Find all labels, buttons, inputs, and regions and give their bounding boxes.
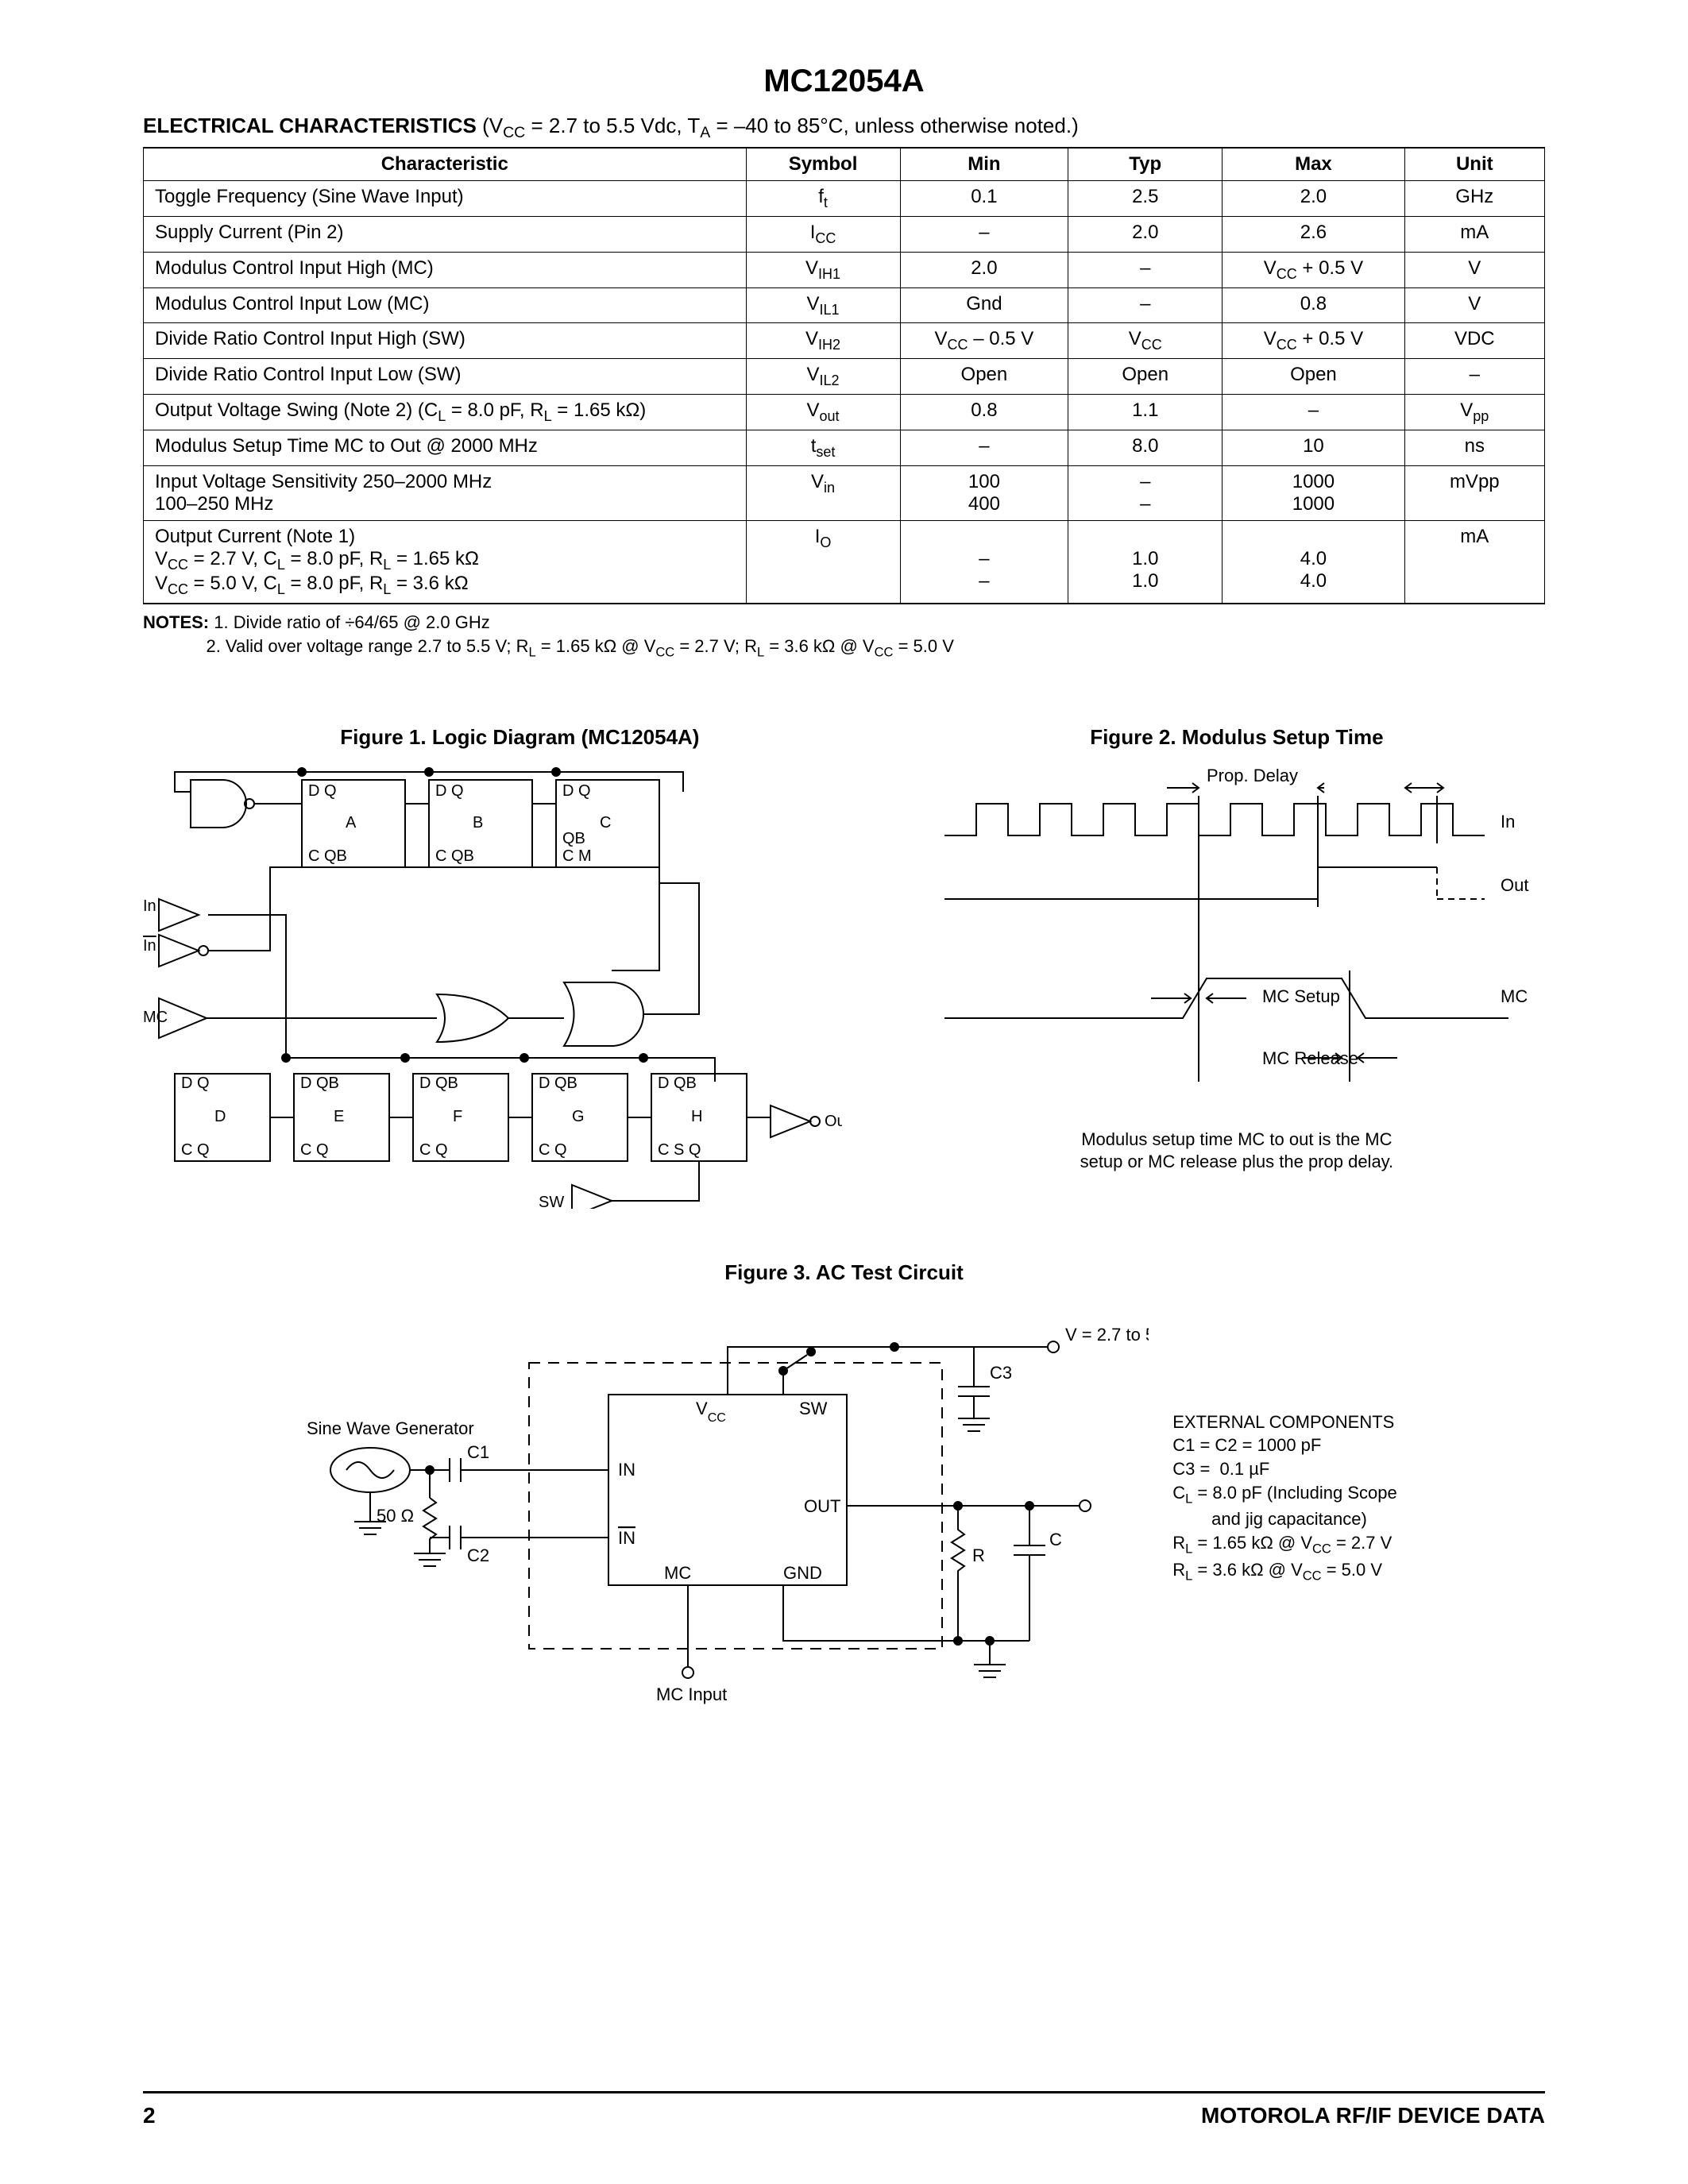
svg-text:D QB: D QB [539,1075,577,1092]
col-unit: Unit [1404,148,1544,181]
svg-text:MC: MC [143,1009,168,1026]
table-notes: NOTES: 1. Divide ratio of ÷64/65 @ 2.0 G… [143,611,1545,661]
svg-text:C2: C2 [467,1545,489,1565]
svg-text:C Q: C Q [419,1141,448,1159]
svg-text:C Q: C Q [300,1141,329,1159]
svg-text:C1: C1 [467,1442,489,1462]
svg-text:IN: IN [618,1460,635,1480]
svg-text:VCC: VCC [696,1399,726,1425]
electrical-characteristics-table: Characteristic Symbol Min Typ Max Unit T… [143,147,1545,604]
table-row: Output Current (Note 1) VCC = 2.7 V, CL … [144,520,1545,604]
external-components: EXTERNAL COMPONENTS C1 = C2 = 1000 pFC3 … [1172,1410,1397,1585]
svg-text:F: F [453,1108,462,1125]
table-row: Modulus Setup Time MC to Out @ 2000 MHzt… [144,430,1545,465]
svg-text:D QB: D QB [419,1075,458,1092]
svg-text:G: G [572,1108,585,1125]
svg-text:D QB: D QB [658,1075,697,1092]
svg-text:C QB: C QB [308,847,347,865]
col-typ: Typ [1068,148,1223,181]
figure2-timing-diagram: Prop. Delay In Out MC MC Setup MC Releas… [929,764,1532,1113]
svg-text:C M: C M [562,847,592,865]
col-symbol: Symbol [746,148,900,181]
svg-text:C QB: C QB [435,847,474,865]
svg-text:CL: CL [1049,1530,1062,1549]
svg-text:GND: GND [783,1563,822,1583]
table-row: Divide Ratio Control Input Low (SW)VIL2O… [144,359,1545,395]
page-footer: 2 MOTOROLA RF/IF DEVICE DATA [143,2091,1545,2128]
svg-text:SW: SW [799,1399,828,1418]
table-row: Toggle Frequency (Sine Wave Input)ft0.12… [144,181,1545,217]
svg-text:C Q: C Q [181,1141,210,1159]
figure3-title: Figure 3. AC Test Circuit [143,1260,1545,1285]
figure1-title: Figure 1. Logic Diagram (MC12054A) [143,725,897,750]
svg-text:In: In [1501,812,1515,832]
table-row: Divide Ratio Control Input High (SW)VIH2… [144,323,1545,359]
page-title: MC12054A [143,64,1545,99]
svg-text:H: H [691,1108,702,1125]
footer-text: MOTOROLA RF/IF DEVICE DATA [1201,2103,1545,2128]
figure3-test-circuit: VCC = 2.7 to 5.5 V Sine Wave Generator C… [291,1299,1149,1712]
svg-text:RL: RL [972,1545,985,1565]
svg-text:A: A [346,814,357,832]
svg-text:D QB: D QB [300,1075,339,1092]
col-max: Max [1223,148,1404,181]
svg-text:B: B [473,814,483,832]
svg-text:D Q: D Q [435,782,464,800]
svg-text:OUT: OUT [804,1496,840,1516]
svg-text:50 Ω: 50 Ω [377,1506,414,1526]
svg-text:MC: MC [1501,986,1528,1006]
figure1-logic-diagram: In In MC SW Out A B C D E F G H D Q C QB D Q C Q… [143,764,842,1209]
svg-text:D Q: D Q [181,1075,210,1092]
table-row: Input Voltage Sensitivity 250–2000 MHz 1… [144,465,1545,520]
svg-text:C S Q: C S Q [658,1141,701,1159]
col-characteristic: Characteristic [144,148,747,181]
table-row: Modulus Control Input High (MC)VIH12.0–V… [144,252,1545,287]
svg-text:C3: C3 [990,1363,1012,1383]
section-header: ELECTRICAL CHARACTERISTICS (VCC = 2.7 to… [143,114,1545,142]
svg-text:E: E [334,1108,344,1125]
table-row: Modulus Control Input Low (MC)VIL1Gnd–0.… [144,287,1545,323]
svg-text:QB: QB [562,830,585,847]
svg-text:MC Input: MC Input [656,1684,727,1704]
svg-text:C Q: C Q [539,1141,567,1159]
figure2-caption: Modulus setup time MC to out is the MCse… [929,1129,1545,1174]
svg-text:D Q: D Q [308,782,337,800]
page-number: 2 [143,2103,156,2128]
svg-text:In: In [143,897,156,915]
svg-text:C: C [600,814,611,832]
svg-text:MC Release: MC Release [1262,1048,1358,1068]
col-min: Min [900,148,1068,181]
table-row: Output Voltage Swing (Note 2) (CL = 8.0 … [144,394,1545,430]
svg-text:MC Setup: MC Setup [1262,986,1340,1006]
svg-text:Out: Out [825,1113,842,1130]
svg-text:D Q: D Q [562,782,591,800]
svg-text:MC: MC [664,1563,691,1583]
svg-text:In: In [143,937,156,955]
svg-text:Sine Wave Generator: Sine Wave Generator [307,1418,474,1438]
svg-text:SW: SW [539,1194,564,1209]
table-row: Supply Current (Pin 2)ICC–2.02.6mA [144,216,1545,252]
figure2-title: Figure 2. Modulus Setup Time [929,725,1545,750]
svg-text:VCC = 2.7 to 5.5 V: VCC = 2.7 to 5.5 V [1065,1325,1149,1345]
svg-text:D: D [214,1108,226,1125]
svg-text:Prop. Delay: Prop. Delay [1207,766,1298,785]
svg-text:IN: IN [618,1528,635,1548]
svg-text:Out: Out [1501,875,1528,895]
